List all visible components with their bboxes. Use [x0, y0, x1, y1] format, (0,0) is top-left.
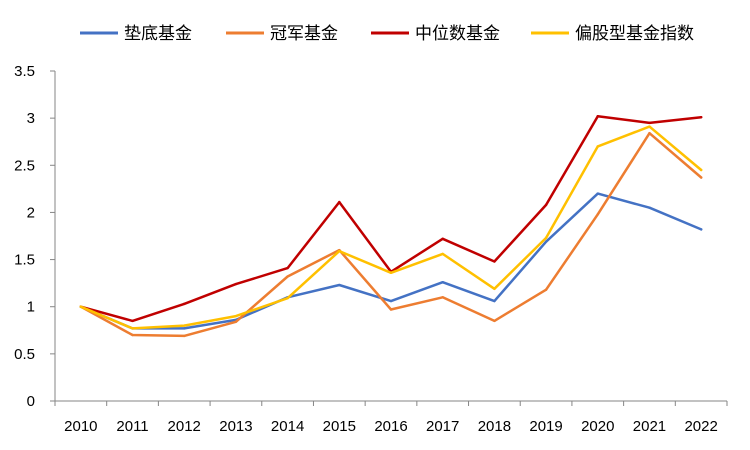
legend-label: 中位数基金: [415, 24, 500, 44]
legend-item-2: 中位数基金: [371, 24, 500, 44]
y-tick-label: 1: [27, 299, 35, 316]
data-point: [338, 200, 341, 204]
y-tick-label: 0: [27, 393, 35, 410]
x-tick-label: 2020: [581, 418, 614, 435]
x-tick-label: 2011: [116, 418, 148, 435]
y-tick-label: 3: [27, 110, 35, 127]
series-layer: [79, 115, 703, 338]
data-point: [441, 252, 444, 256]
data-point: [596, 213, 599, 216]
x-tick-label: 2015: [323, 418, 356, 435]
data-point: [389, 308, 393, 311]
data-point: [699, 168, 703, 172]
data-point: [338, 249, 341, 253]
x-tick-label: 2013: [219, 418, 252, 435]
data-point: [699, 116, 703, 119]
data-point: [648, 125, 651, 128]
x-axis: 2010 2011 2012 2013 2014 2015 2016 2017 2018 2019…: [54, 400, 728, 435]
data-point: [131, 319, 134, 323]
x-tick-label: 2018: [478, 418, 511, 435]
legend-label: 偏股型基金指数: [575, 24, 694, 44]
legend: 垫底基金 冠军基金 中位数基金 偏股型基金指数: [80, 24, 694, 44]
data-point: [234, 320, 238, 323]
data-point: [183, 302, 186, 306]
data-point: [131, 327, 134, 330]
data-point: [389, 299, 393, 303]
legend-label: 冠军基金: [270, 24, 338, 44]
data-point: [544, 236, 548, 240]
data-point: [648, 132, 651, 135]
data-point: [596, 115, 599, 118]
data-point: [544, 288, 548, 291]
y-tick-label: 0.5: [14, 346, 35, 363]
data-point: [286, 275, 289, 278]
data-point: [183, 324, 186, 327]
legend-item-0: 垫底基金: [80, 24, 192, 44]
data-point: [648, 121, 651, 125]
y-tick-label: 3.5: [14, 63, 35, 80]
data-point: [493, 299, 496, 303]
x-tick-label: 2010: [64, 418, 97, 435]
x-tick-label: 2014: [271, 418, 304, 435]
data-point: [493, 319, 496, 323]
data-point: [338, 283, 341, 287]
data-point: [286, 297, 289, 300]
data-point: [286, 266, 289, 270]
data-point: [441, 296, 444, 299]
data-point: [183, 327, 186, 330]
data-point: [493, 287, 496, 290]
series-line-2: [79, 115, 703, 323]
data-point: [699, 176, 703, 179]
data-point: [648, 206, 651, 209]
x-tick-label: 2012: [168, 418, 201, 435]
series-line-1: [79, 131, 703, 338]
y-axis: 0 0.5 1 1.5 2 2.5 3 3.5: [14, 63, 56, 410]
data-point: [596, 192, 599, 195]
data-point: [131, 333, 134, 337]
data-point: [544, 240, 548, 243]
legend-item-1: 冠军基金: [226, 24, 338, 44]
data-point: [699, 228, 703, 231]
x-tick-label: 2021: [633, 418, 666, 435]
data-point: [389, 271, 393, 274]
y-tick-label: 2.5: [14, 157, 35, 174]
data-point: [234, 314, 238, 318]
data-point: [544, 203, 548, 207]
data-point: [183, 334, 186, 338]
x-tick-label: 2016: [374, 418, 407, 435]
x-tick-label: 2022: [684, 418, 717, 435]
legend-item-3: 偏股型基金指数: [531, 24, 694, 44]
y-tick-label: 1.5: [14, 252, 35, 269]
series-line-3: [79, 125, 703, 330]
data-point: [441, 281, 444, 284]
y-tick-label: 2: [27, 204, 35, 221]
data-point: [596, 145, 599, 148]
data-point: [234, 282, 238, 286]
legend-label: 垫底基金: [124, 24, 192, 44]
data-point: [493, 260, 496, 263]
x-tick-label: 2017: [426, 418, 459, 435]
x-tick-label: 2019: [529, 418, 562, 435]
data-point: [441, 237, 444, 241]
data-point: [79, 305, 83, 308]
